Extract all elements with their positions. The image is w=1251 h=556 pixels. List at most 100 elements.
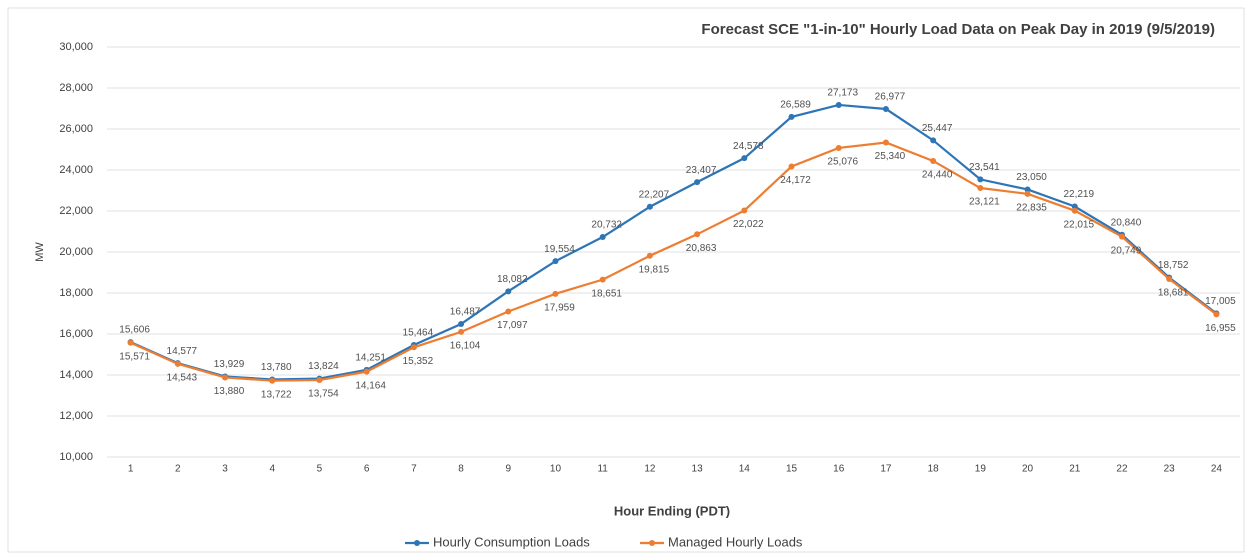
data-point <box>1071 203 1078 210</box>
data-point <box>741 155 748 162</box>
data-point <box>552 290 559 297</box>
x-tick-label: 8 <box>458 464 464 475</box>
data-label: 18,681 <box>1158 288 1189 299</box>
data-point <box>458 328 465 335</box>
data-point <box>741 207 748 214</box>
data-point <box>174 360 181 367</box>
x-tick-label: 24 <box>1211 464 1223 475</box>
series-line <box>130 141 1218 382</box>
x-tick-label: 21 <box>1069 464 1081 475</box>
x-tick-label: 11 <box>597 464 608 475</box>
x-tick-label: 23 <box>1164 464 1176 475</box>
data-point <box>788 163 795 170</box>
data-point <box>977 176 984 183</box>
data-label: 13,880 <box>214 386 245 397</box>
data-label: 14,251 <box>355 352 386 363</box>
data-label: 18,082 <box>497 274 528 285</box>
x-tick-label: 16 <box>833 464 845 475</box>
x-tick-label: 1 <box>128 464 134 475</box>
data-label: 17,097 <box>497 320 528 331</box>
data-point <box>694 179 701 186</box>
data-label: 24,440 <box>922 170 953 181</box>
data-label: 18,651 <box>591 288 622 299</box>
y-tick-label: 20,000 <box>59 246 93 258</box>
data-point <box>599 233 606 240</box>
data-label: 13,780 <box>261 362 292 373</box>
data-label: 23,541 <box>969 162 1000 173</box>
data-label: 22,207 <box>639 189 670 200</box>
chart-title: Forecast SCE "1-in-10" Hourly Load Data … <box>701 21 1215 38</box>
y-tick-label: 10,000 <box>59 451 93 463</box>
data-label: 20,732 <box>591 220 622 231</box>
x-tick-label: 10 <box>550 464 562 475</box>
data-label: 15,464 <box>403 328 434 339</box>
data-label: 26,977 <box>875 92 906 103</box>
chart-border <box>7 7 1245 553</box>
y-tick-label: 24,000 <box>59 164 93 176</box>
data-point <box>835 144 842 151</box>
legend-label: Hourly Consumption Loads <box>433 534 590 549</box>
data-point <box>977 185 984 192</box>
data-point <box>363 368 370 375</box>
data-point <box>1024 186 1031 193</box>
x-tick-label: 15 <box>786 464 798 475</box>
x-tick-label: 17 <box>880 464 892 475</box>
data-point <box>646 252 653 259</box>
data-point <box>505 288 512 295</box>
x-tick-label: 19 <box>975 464 987 475</box>
x-tick-label: 20 <box>1022 464 1034 475</box>
data-point <box>316 377 323 384</box>
data-point <box>127 339 134 346</box>
data-point <box>930 137 937 144</box>
y-tick-label: 22,000 <box>59 205 93 217</box>
data-point <box>1118 233 1125 240</box>
data-point <box>222 374 229 381</box>
data-label: 22,015 <box>1063 219 1094 230</box>
x-tick-label: 12 <box>644 464 656 475</box>
data-point <box>410 344 417 351</box>
y-axis-title: MW <box>34 242 46 262</box>
data-point <box>505 308 512 315</box>
data-point <box>269 377 276 384</box>
data-label: 16,487 <box>450 307 481 318</box>
x-axis-title: Hour Ending (PDT) <box>614 503 730 518</box>
x-tick-label: 5 <box>317 464 323 475</box>
y-tick-label: 26,000 <box>59 123 93 135</box>
data-label: 14,164 <box>355 380 386 391</box>
y-tick-label: 16,000 <box>59 328 93 340</box>
data-label: 22,022 <box>733 219 764 230</box>
data-point <box>694 231 701 238</box>
data-label: 25,447 <box>922 123 953 134</box>
data-label: 15,571 <box>119 351 150 362</box>
x-tick-label: 9 <box>505 464 511 475</box>
data-label: 17,959 <box>544 302 575 313</box>
data-label: 23,407 <box>686 165 717 176</box>
data-label: 13,929 <box>214 359 245 370</box>
data-point <box>882 139 889 146</box>
data-point <box>882 105 889 112</box>
data-label: 22,219 <box>1063 189 1094 200</box>
data-label: 13,824 <box>308 361 339 372</box>
data-label: 24,172 <box>780 175 811 186</box>
data-point <box>1024 190 1031 197</box>
data-point <box>552 258 559 265</box>
series-line <box>130 103 1218 381</box>
data-label: 13,722 <box>261 389 292 400</box>
data-label: 27,173 <box>827 88 858 99</box>
x-tick-label: 7 <box>411 464 417 475</box>
data-point <box>646 203 653 210</box>
data-label: 15,352 <box>403 356 434 367</box>
x-tick-label: 22 <box>1116 464 1128 475</box>
x-tick-label: 13 <box>692 464 704 475</box>
data-point <box>458 321 465 328</box>
y-tick-label: 18,000 <box>59 287 93 299</box>
data-label: 20,863 <box>686 243 717 254</box>
data-label: 26,589 <box>780 100 811 111</box>
data-point <box>1213 311 1220 318</box>
y-tick-label: 14,000 <box>59 369 93 381</box>
data-label: 17,005 <box>1205 296 1236 307</box>
data-point <box>835 101 842 108</box>
x-tick-label: 6 <box>364 464 370 475</box>
y-tick-label: 30,000 <box>59 41 93 53</box>
